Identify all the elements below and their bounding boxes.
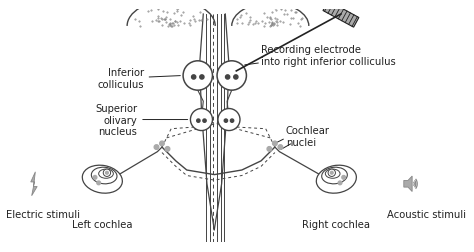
- Circle shape: [103, 169, 110, 177]
- Circle shape: [191, 109, 212, 131]
- Ellipse shape: [82, 166, 122, 194]
- Polygon shape: [31, 172, 37, 196]
- Circle shape: [330, 172, 333, 174]
- Text: Acoustic stimuli: Acoustic stimuli: [387, 210, 466, 219]
- Circle shape: [203, 119, 206, 123]
- Circle shape: [273, 142, 277, 146]
- Text: Left cochlea: Left cochlea: [72, 219, 133, 229]
- Circle shape: [224, 119, 228, 123]
- Text: Electric stimuli: Electric stimuli: [6, 210, 80, 219]
- Circle shape: [183, 61, 212, 91]
- Circle shape: [106, 172, 108, 174]
- Ellipse shape: [316, 166, 356, 194]
- Circle shape: [160, 142, 164, 146]
- Circle shape: [226, 76, 230, 80]
- Text: Right cochlea: Right cochlea: [302, 219, 370, 229]
- Circle shape: [197, 119, 200, 123]
- Text: Cochlear
nuclei: Cochlear nuclei: [286, 126, 330, 147]
- Circle shape: [218, 109, 240, 131]
- Circle shape: [338, 181, 342, 185]
- Text: Superior
olivary
nucleus: Superior olivary nucleus: [95, 104, 188, 137]
- Ellipse shape: [322, 168, 347, 184]
- Circle shape: [97, 181, 100, 185]
- Circle shape: [217, 61, 246, 91]
- Circle shape: [230, 119, 234, 123]
- Circle shape: [342, 176, 346, 179]
- Ellipse shape: [99, 169, 113, 179]
- Ellipse shape: [325, 169, 340, 179]
- Circle shape: [154, 145, 159, 150]
- Polygon shape: [404, 176, 412, 192]
- Circle shape: [267, 147, 272, 152]
- Circle shape: [165, 147, 170, 152]
- Circle shape: [93, 176, 97, 179]
- Text: Inferior
colliculus: Inferior colliculus: [97, 68, 180, 90]
- Circle shape: [328, 169, 336, 177]
- Text: Recording electrode
into right inferior colliculus: Recording electrode into right inferior …: [261, 45, 396, 67]
- Circle shape: [234, 76, 238, 80]
- Polygon shape: [323, 2, 359, 28]
- Circle shape: [278, 145, 283, 150]
- Circle shape: [200, 76, 204, 80]
- Ellipse shape: [91, 168, 117, 184]
- Circle shape: [191, 76, 196, 80]
